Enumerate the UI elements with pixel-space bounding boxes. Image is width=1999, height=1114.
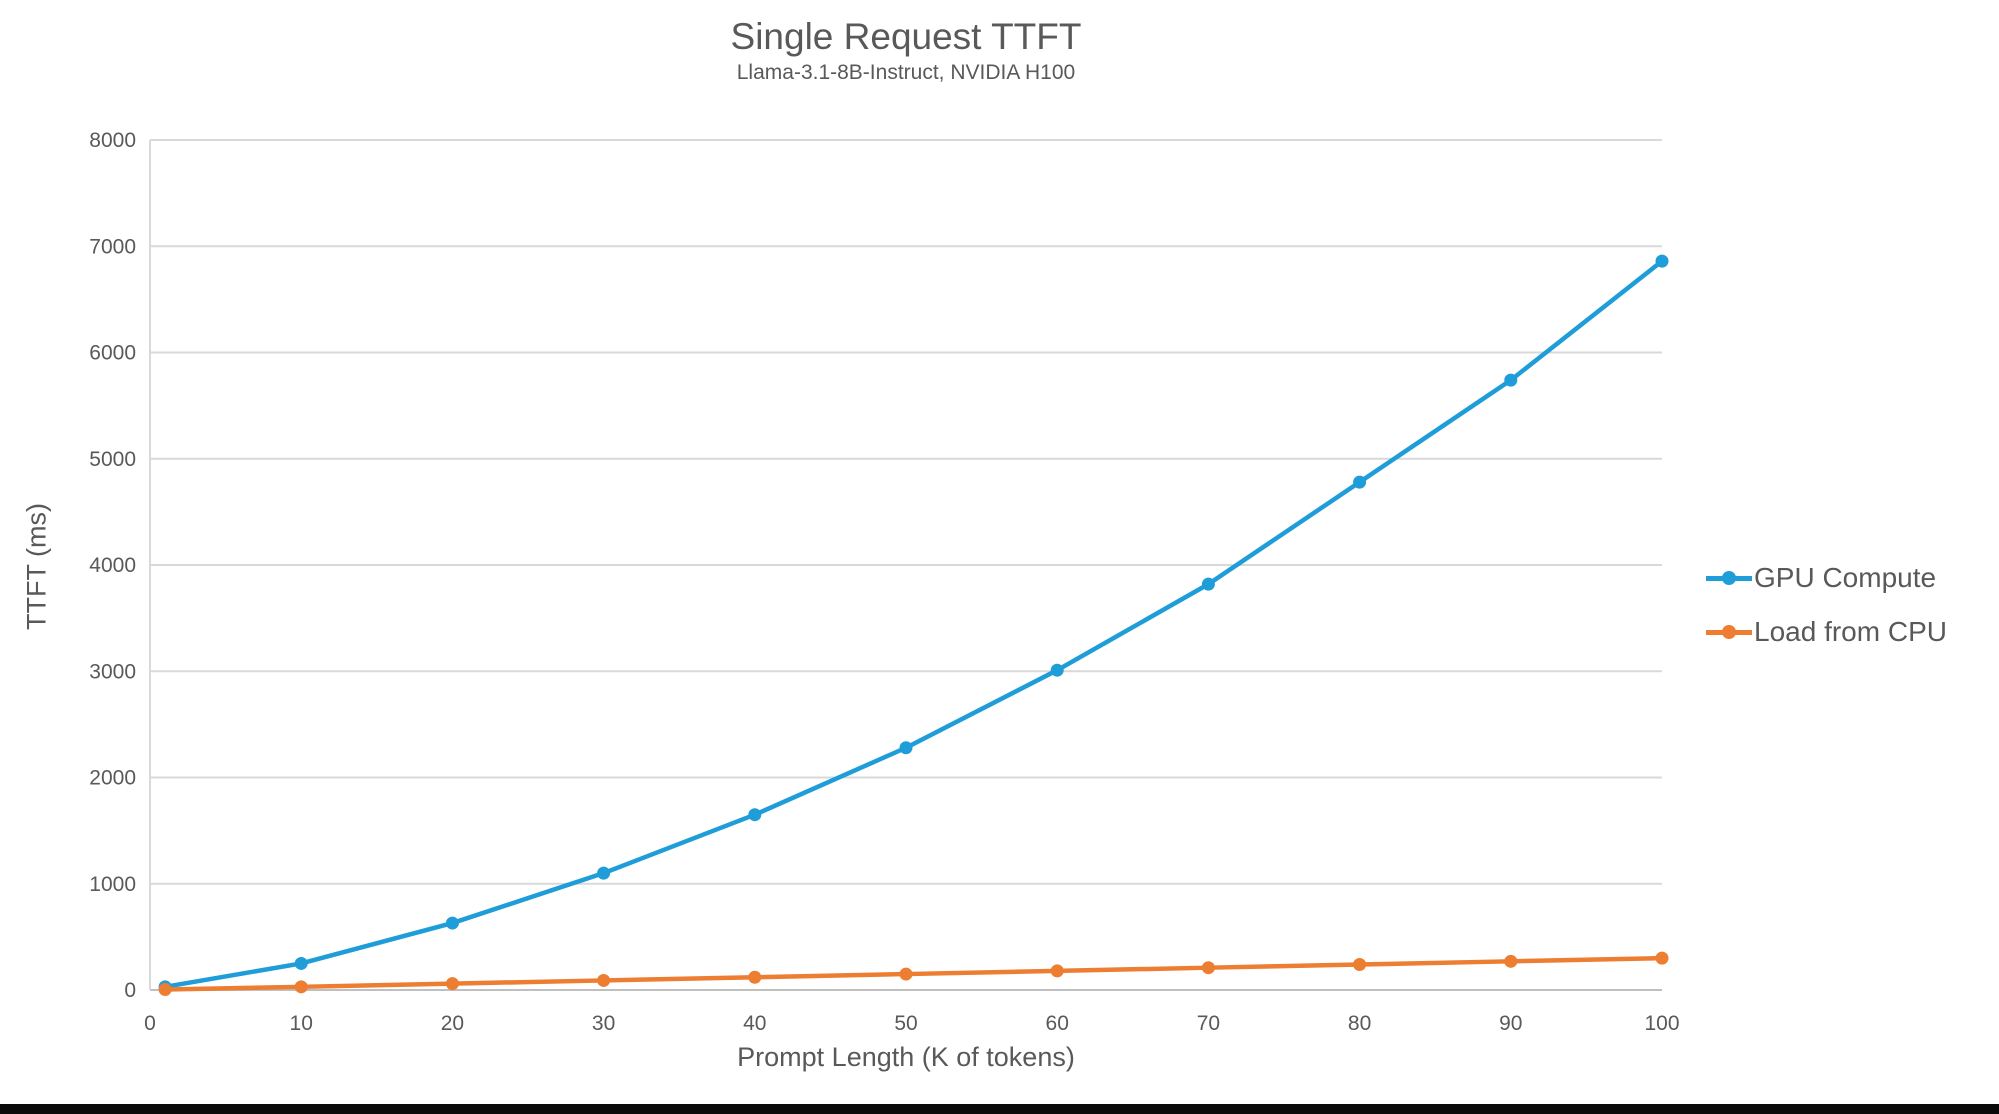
y-tick-label: 3000 [89, 660, 136, 683]
data-point-gpu-compute-50 [899, 741, 913, 755]
data-point-load-from-cpu-40 [748, 970, 762, 984]
y-tick-label: 4000 [89, 554, 136, 577]
x-tick-label: 50 [894, 1012, 917, 1035]
y-tick-label: 5000 [89, 448, 136, 471]
data-point-gpu-compute-100 [1655, 254, 1669, 268]
data-point-gpu-compute-30 [597, 866, 611, 880]
series-line-gpu-compute [162, 258, 1665, 990]
data-point-gpu-compute-40 [748, 808, 762, 822]
x-tick-label: 40 [743, 1012, 766, 1035]
data-point-gpu-compute-80 [1353, 475, 1367, 489]
x-tick-label: 100 [1644, 1012, 1679, 1035]
y-tick-label: 0 [124, 979, 136, 1002]
data-point-load-from-cpu-100 [1655, 951, 1669, 965]
series-line-load-from-cpu [162, 955, 1665, 992]
y-axis-title: TTFT (ms) [21, 503, 52, 630]
bottom-window-edge [0, 1104, 1999, 1114]
data-point-load-from-cpu-50 [899, 967, 913, 981]
x-tick-label: 70 [1197, 1012, 1220, 1035]
x-tick-label: 30 [592, 1012, 615, 1035]
x-axis-title: Prompt Length (K of tokens) [737, 1042, 1075, 1072]
data-point-load-from-cpu-90 [1504, 954, 1518, 968]
x-tick-label: 90 [1499, 1012, 1522, 1035]
data-point-load-from-cpu-20 [445, 977, 459, 991]
data-point-gpu-compute-90 [1504, 373, 1518, 387]
legend-item-load-from-cpu: Load from CPU [1706, 616, 1947, 648]
data-point-gpu-compute-20 [445, 916, 459, 930]
y-tick-label: 8000 [89, 129, 136, 152]
data-point-load-from-cpu-80 [1353, 958, 1367, 971]
x-tick-label: 10 [290, 1012, 313, 1035]
x-tick-label: 60 [1046, 1012, 1069, 1035]
legend-label-gpu-compute: GPU Compute [1754, 562, 1937, 593]
x-tick-label: 80 [1348, 1012, 1371, 1035]
legend-item-gpu-compute: GPU Compute [1706, 562, 1947, 594]
data-point-load-from-cpu-60 [1050, 964, 1064, 978]
y-tick-label: 7000 [89, 235, 136, 258]
data-point-load-from-cpu-10 [294, 980, 308, 994]
legend: GPU Compute Load from CPU [1706, 562, 1947, 648]
data-point-load-from-cpu-70 [1201, 961, 1215, 975]
y-tick-label: 1000 [89, 873, 136, 896]
x-tick-label: 20 [441, 1012, 464, 1035]
y-tick-label: 6000 [89, 342, 136, 365]
data-point-load-from-cpu-1 [158, 982, 172, 996]
data-point-gpu-compute-60 [1050, 663, 1064, 677]
gpu-compute-legend-marker-icon [1706, 571, 1752, 585]
x-tick-label: 0 [144, 1012, 156, 1035]
data-point-load-from-cpu-30 [597, 973, 611, 987]
y-tick-label: 2000 [89, 767, 136, 790]
legend-label-load-from-cpu: Load from CPU [1754, 616, 1947, 647]
chart-title: Single Request TTFT [730, 16, 1082, 57]
data-point-gpu-compute-70 [1201, 577, 1215, 591]
load-from-cpu-legend-marker-icon [1706, 625, 1752, 639]
chart-subtitle: Llama-3.1-8B-Instruct, NVIDIA H100 [736, 61, 1076, 84]
data-point-gpu-compute-10 [294, 956, 308, 970]
